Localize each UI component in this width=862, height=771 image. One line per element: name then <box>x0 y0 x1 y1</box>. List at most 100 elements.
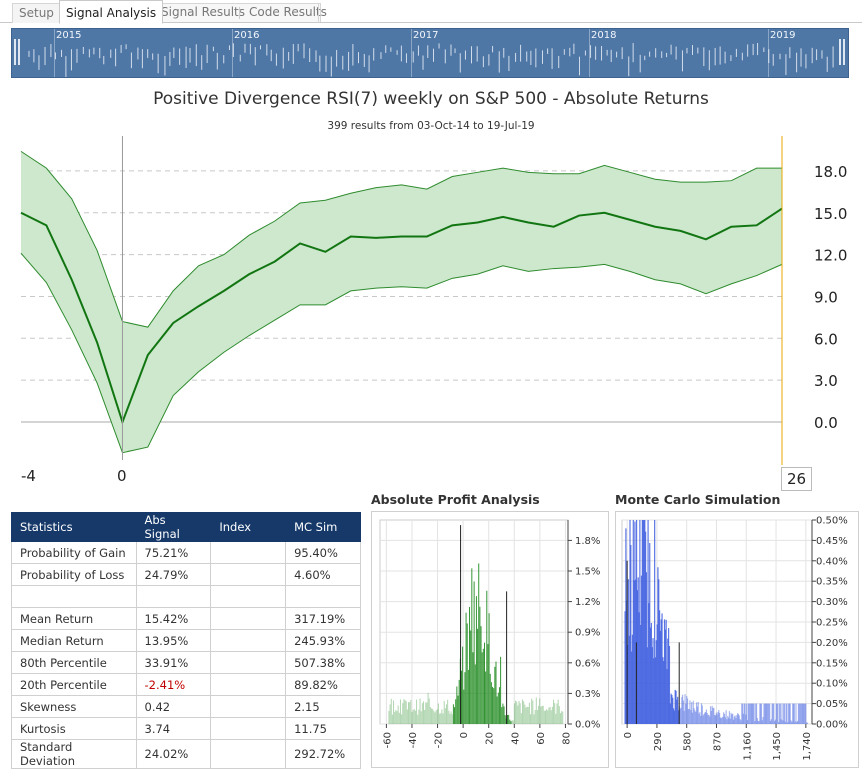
stat-mc: 89.82% <box>285 673 361 696</box>
stat-abs: 75.21% <box>135 541 212 564</box>
statistics-table: Statistics Abs Signal Index MC Sim Proba… <box>11 512 361 769</box>
y-tick-label: 0.10% <box>816 679 848 690</box>
returns-band-chart[interactable]: 0.0 3.0 6.0 9.0 12.0 15.0 18.0 <box>0 130 862 470</box>
monte-carlo-title: Monte Carlo Simulation <box>615 492 781 507</box>
x-tick-label: 1,160 <box>742 732 753 761</box>
y-tick-label: 0.35% <box>816 577 848 588</box>
y-tick-label: 0.0% <box>575 720 600 731</box>
y-tick-label: 1.2% <box>575 597 600 608</box>
col-header-abs-signal: Abs Signal <box>135 512 212 542</box>
stat-abs: 0.42 <box>135 695 212 718</box>
stat-mc: 95.40% <box>285 541 361 564</box>
y-tick-label: 0.45% <box>816 536 848 547</box>
profit-analysis-panel[interactable]: 0.0% 0.3% 0.6% 0.9% 1.2% 1.5% 1.8% -60 -40 -20 0 20… <box>371 511 609 768</box>
x-tick-label: 580 <box>683 732 694 751</box>
table-row: Mean Return 15.42% 317.19% <box>11 607 361 630</box>
stat-abs: 33.91% <box>135 651 212 674</box>
timeline-year-label: 2019 <box>770 30 796 41</box>
tab-outline <box>244 3 319 23</box>
stat-index <box>210 629 287 652</box>
monte-carlo-panel[interactable]: 0.00% 0.05% 0.10% 0.15% 0.20% 0.25% 0.30% 0.35%… <box>615 511 859 768</box>
x-tick-label: 40 <box>510 732 521 745</box>
tab-signal-results[interactable]: Signal Results <box>161 5 246 19</box>
date-range-timeline[interactable]: 2015 2016 2017 2018 2019 <box>11 28 849 78</box>
stat-abs: 13.95% <box>135 629 212 652</box>
table-row: Median Return 13.95% 245.93% <box>11 629 361 652</box>
stat-abs: 24.02% <box>135 739 212 769</box>
y-tick-label: 1.8% <box>575 536 600 547</box>
monte-carlo-histogram: 0.00% 0.05% 0.10% 0.15% 0.20% 0.25% 0.30% 0.35%… <box>621 516 848 761</box>
col-header-statistics: Statistics <box>11 512 137 542</box>
table-header-row: Statistics Abs Signal Index MC Sim <box>11 512 361 542</box>
stat-abs: 24.79% <box>135 563 212 586</box>
stat-mc: 4.60% <box>285 563 361 586</box>
col-header-index: Index <box>210 512 287 542</box>
y-tick-label: 0.20% <box>816 638 848 649</box>
x-tick-label: -40 <box>408 732 419 748</box>
stat-index <box>210 673 287 696</box>
timeline-activity-ticks <box>28 43 834 77</box>
table-row: Probability of Loss 24.79% 4.60% <box>11 563 361 586</box>
stat-index <box>210 717 287 740</box>
timeline-year-label: 2017 <box>413 30 439 41</box>
x-tick-label: 1,450 <box>772 732 783 761</box>
stat-mc: 317.19% <box>285 607 361 630</box>
y-tick-label: 6.0 <box>814 330 838 348</box>
stat-label: Standard Deviation <box>11 739 137 769</box>
stat-mc: 11.75 <box>285 717 361 740</box>
x-tick-label: 870 <box>712 732 723 751</box>
tab-code-results[interactable]: Code Results <box>249 5 327 19</box>
x-tick-label: -60 <box>382 732 393 748</box>
chart-title: Positive Divergence RSI(7) weekly on S&P… <box>153 89 709 109</box>
timeline-year-divider <box>768 29 769 77</box>
y-tick-label: 0.9% <box>575 628 600 639</box>
stat-mc: 2.15 <box>285 695 361 718</box>
timeline-year-divider <box>411 29 412 77</box>
upper-band-line <box>20 150 782 328</box>
tab-setup[interactable]: Setup <box>12 3 61 23</box>
x-tick-label: 60 <box>536 732 547 745</box>
x-zero-label: 0 <box>117 467 127 485</box>
stat-index <box>210 695 287 718</box>
table-row <box>11 585 361 608</box>
confidence-band <box>21 151 782 453</box>
y-tick-label: 3.0 <box>814 372 838 390</box>
stat-label: Median Return <box>11 629 137 652</box>
timeline-right-handle[interactable] <box>839 39 845 65</box>
y-tick-label: 0.15% <box>816 658 848 669</box>
stat-index <box>210 739 287 769</box>
col-header-mc-sim: MC Sim <box>285 512 361 542</box>
table-row: 80th Percentile 33.91% 507.38% <box>11 651 361 674</box>
stat-index <box>210 585 287 608</box>
y-tick-label: 0.00% <box>816 720 848 731</box>
profit-histogram: 0.0% 0.3% 0.6% 0.9% 1.2% 1.5% 1.8% -60 -40 -20 0 20… <box>379 519 600 748</box>
x-tick-label: -20 <box>434 732 445 748</box>
table-row: Probability of Gain 75.21% 95.40% <box>11 541 361 564</box>
table-row: Skewness 0.42 2.15 <box>11 695 361 718</box>
x-tick-label: 290 <box>653 732 664 751</box>
timeline-left-handle[interactable] <box>14 39 20 65</box>
stat-label: 80th Percentile <box>11 651 137 674</box>
stat-label: Skewness <box>11 695 137 718</box>
y-tick-label: 0.30% <box>816 597 848 608</box>
x-tick-label: 20 <box>485 732 496 745</box>
table-row: Standard Deviation 24.02% 292.72% <box>11 739 361 769</box>
x-tick-label: 0 <box>623 732 634 738</box>
x-tick-label: 0 <box>459 732 470 738</box>
x-tick-label: 1,740 <box>802 732 813 761</box>
y-tick-label: 0.6% <box>575 658 600 669</box>
stat-mc <box>285 585 361 608</box>
stat-index <box>210 607 287 630</box>
chart-subtitle: 399 results from 03-Oct-14 to 19-Jul-19 <box>327 120 535 132</box>
tab-bar: Setup Signal Analysis Signal Results Cod… <box>0 0 862 24</box>
stat-abs: -2.41% <box>135 673 212 696</box>
stat-label: 20th Percentile <box>11 673 137 696</box>
y-tick-label: 18.0 <box>814 163 847 181</box>
y-tick-label: 1.5% <box>575 567 600 578</box>
x-start-label: -4 <box>21 467 36 485</box>
y-tick-label: 0.25% <box>816 618 848 629</box>
tab-signal-analysis[interactable]: Signal Analysis <box>59 0 164 24</box>
stat-label: Mean Return <box>11 607 137 630</box>
x-end-label: 26 <box>781 467 813 491</box>
table-row: 20th Percentile -2.41% 89.82% <box>11 673 361 696</box>
